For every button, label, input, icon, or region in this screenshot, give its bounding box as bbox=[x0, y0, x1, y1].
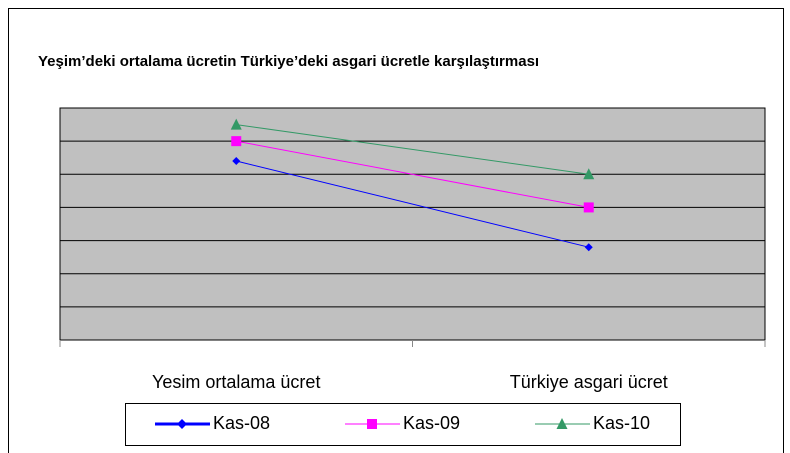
marker bbox=[583, 168, 595, 180]
marker bbox=[583, 202, 594, 213]
legend-label: Kas-10 bbox=[593, 413, 650, 433]
marker bbox=[232, 157, 241, 166]
series-line bbox=[236, 124, 589, 175]
x-tick-label: Yesim ortalama ücret bbox=[152, 372, 320, 392]
marker bbox=[367, 419, 377, 429]
legend-label: Kas-09 bbox=[403, 413, 460, 433]
series-line bbox=[236, 160, 589, 248]
chart-title: Yeşim’deki ortalama ücretin Türkiye’deki… bbox=[38, 53, 539, 70]
series-line bbox=[236, 140, 589, 208]
legend-label: Kas-08 bbox=[213, 413, 270, 433]
plot-area bbox=[59, 107, 766, 341]
marker bbox=[556, 418, 568, 429]
chart-frame bbox=[8, 8, 784, 453]
x-tick-label: Türkiye asgari ücret bbox=[510, 372, 668, 392]
marker bbox=[231, 136, 242, 147]
marker bbox=[584, 243, 593, 252]
marker bbox=[230, 118, 242, 130]
marker bbox=[177, 419, 187, 429]
